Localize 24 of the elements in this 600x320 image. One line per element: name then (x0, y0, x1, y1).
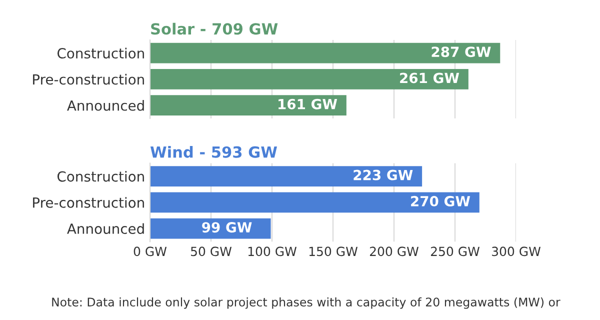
data-label: 161 GW (278, 98, 338, 110)
y-tick-label: Pre-construction (33, 74, 144, 85)
x-tick-label: 200 GW (370, 246, 419, 256)
data-label: 270 GW (411, 196, 470, 206)
bar (150, 166, 422, 186)
x-tick-label: 0 GW (134, 246, 167, 256)
data-label: 99 GW (202, 222, 252, 233)
y-tick-label: Announced (67, 223, 144, 234)
y-tick-label: Construction (57, 48, 144, 59)
x-tick-label: 250 GW (430, 246, 480, 256)
y-tick-label: Announced (67, 100, 144, 111)
x-tick-label: 300 GW (492, 246, 541, 256)
chart-title: Wind - 593 GW (150, 146, 278, 158)
data-label: 223 GW (354, 170, 413, 180)
text: Note: Data include only solar project phases with a capacity of 20 megawatts (MW) or (52, 297, 560, 309)
y-tick-label: Construction (57, 170, 144, 182)
data-label: 287 GW (432, 46, 491, 58)
chart-title: Solar - 709 GW (151, 22, 278, 35)
y-tick-label: Pre-construction (33, 197, 144, 208)
x-tick-label: 50 GW (191, 246, 232, 256)
bar (150, 192, 480, 213)
x-tick-label: 100 GW (248, 246, 297, 256)
x-tick-label: 150 GW (309, 246, 358, 256)
data-label: 261 GW (400, 72, 460, 84)
